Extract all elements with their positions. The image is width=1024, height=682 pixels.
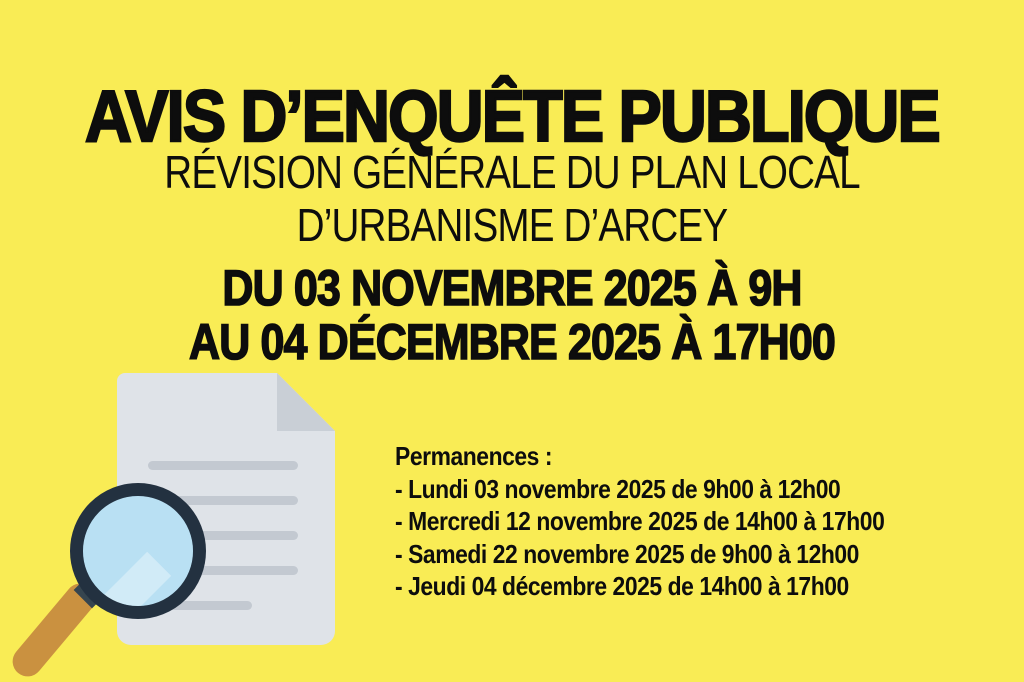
permanence-item: - Jeudi 04 décembre 2025 de 14h00 à 17h0… xyxy=(395,571,849,601)
period-line-2: AU 04 DÉCEMBRE 2025 À 17H00 xyxy=(188,313,836,370)
poster-subtitle: RÉVISION GÉNÉRALE DU PLAN LOCAL D’URBANI… xyxy=(82,146,942,253)
inquiry-period: DU 03 NOVEMBRE 2025 À 9H AU 04 DÉCEMBRE … xyxy=(72,260,953,370)
permanence-item: - Lundi 03 novembre 2025 de 9h00 à 12h00 xyxy=(395,473,841,504)
permanences-block: Permanences : - Lundi 03 novembre 2025 d… xyxy=(395,440,958,603)
poster-title: AVIS D’ENQUÊTE PUBLIQUE xyxy=(84,76,942,158)
document-text-line xyxy=(148,601,252,610)
subtitle-line-2: D’URBANISME D’ARCEY xyxy=(296,199,728,252)
permanence-item: - Samedi 22 novembre 2025 de 9h00 à 12h0… xyxy=(395,538,859,569)
document-corner-fold xyxy=(277,373,335,431)
document-text-line xyxy=(148,531,298,540)
permanences-heading: Permanences : xyxy=(395,441,553,471)
permanence-item: - Mercredi 12 novembre 2025 de 14h00 à 1… xyxy=(395,506,885,536)
magnifier-handle xyxy=(6,577,102,682)
document-icon xyxy=(117,373,335,645)
period-line-1: DU 03 NOVEMBRE 2025 À 9H xyxy=(222,260,803,316)
subtitle-line-1: RÉVISION GÉNÉRALE DU PLAN LOCAL xyxy=(164,146,860,198)
magnifier-connector xyxy=(73,571,111,609)
document-text-line xyxy=(148,496,298,505)
document-text-line xyxy=(148,461,298,470)
document-text-line xyxy=(148,566,298,575)
